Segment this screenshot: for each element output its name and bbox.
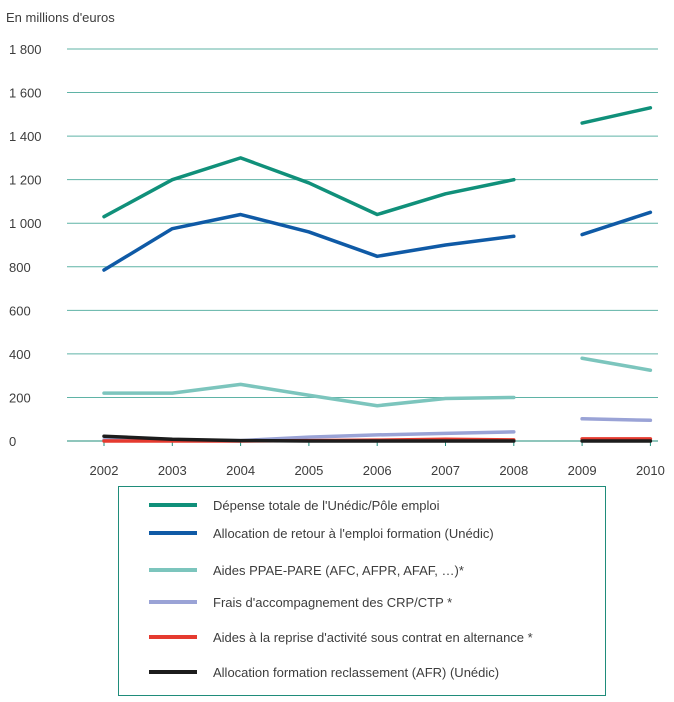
y-tick-label: 1 200: [9, 173, 42, 188]
line-chart: 0 200 400 600 800 1 000 1 200 1 400 1 600 1 800 20…: [9, 42, 665, 478]
legend-swatch: [149, 568, 197, 572]
legend-item: Aides PPAE-PARE (AFC, AFPR, AFAF, …)*: [149, 560, 464, 580]
series-line: [102, 212, 516, 272]
y-tick-label: 400: [9, 347, 31, 362]
series-line: [102, 382, 516, 408]
y-tick-label: 200: [9, 390, 31, 405]
legend-item: Frais d'accompagnement des CRP/CTP *: [149, 592, 452, 612]
legend: Dépense totale de l'Unédic/Pôle emploi Al…: [118, 486, 606, 696]
legend-label: Allocation formation reclassement (AFR) …: [213, 664, 500, 680]
legend-label: Frais d'accompagnement des CRP/CTP *: [213, 594, 453, 610]
legend-swatch: [149, 635, 197, 639]
y-tick-label: 600: [9, 303, 31, 318]
series-line: [580, 417, 653, 423]
x-tick-label: 2007: [431, 463, 460, 478]
legend-item: Dépense totale de l'Unédic/Pôle emploi: [149, 495, 440, 515]
x-tick-label: 2003: [158, 463, 187, 478]
series-line: [580, 106, 653, 125]
y-tick-label: 1 600: [9, 86, 42, 101]
legend-item: Allocation de retour à l'emploi formatio…: [149, 523, 494, 543]
legend-label: Aides à la reprise d'activité sous contr…: [213, 629, 533, 645]
y-tick-label: 0: [9, 434, 16, 449]
series-line: [102, 434, 516, 443]
y-tick-label: 800: [9, 260, 31, 275]
legend-swatch: [149, 670, 197, 674]
x-tick-label: 2010: [636, 463, 665, 478]
legend-swatch: [149, 503, 197, 507]
legend-label: Allocation de retour à l'emploi formatio…: [213, 525, 494, 541]
x-tick-label: 2004: [226, 463, 255, 478]
y-tick-label: 1 000: [9, 216, 42, 231]
legend-swatch: [149, 600, 197, 604]
x-tick-label: 2005: [294, 463, 323, 478]
legend-item: Allocation formation reclassement (AFR) …: [149, 662, 499, 682]
x-tick-label: 2008: [499, 463, 528, 478]
legend-swatch: [149, 531, 197, 535]
series-line: [580, 356, 653, 372]
series-line: [102, 156, 516, 219]
y-tick-label: 1 400: [9, 129, 42, 144]
x-tick-label: 2006: [363, 463, 392, 478]
x-tick-label: 2002: [90, 463, 119, 478]
series-line: [580, 210, 653, 237]
x-tick-label: 2009: [568, 463, 597, 478]
legend-label: Dépense totale de l'Unédic/Pôle emploi: [213, 497, 440, 513]
y-tick-label: 1 800: [9, 42, 42, 57]
legend-item: Aides à la reprise d'activité sous contr…: [149, 627, 533, 647]
legend-label: Aides PPAE-PARE (AFC, AFPR, AFAF, …)*: [213, 562, 464, 578]
y-axis-label: En millions d'euros: [6, 10, 115, 25]
